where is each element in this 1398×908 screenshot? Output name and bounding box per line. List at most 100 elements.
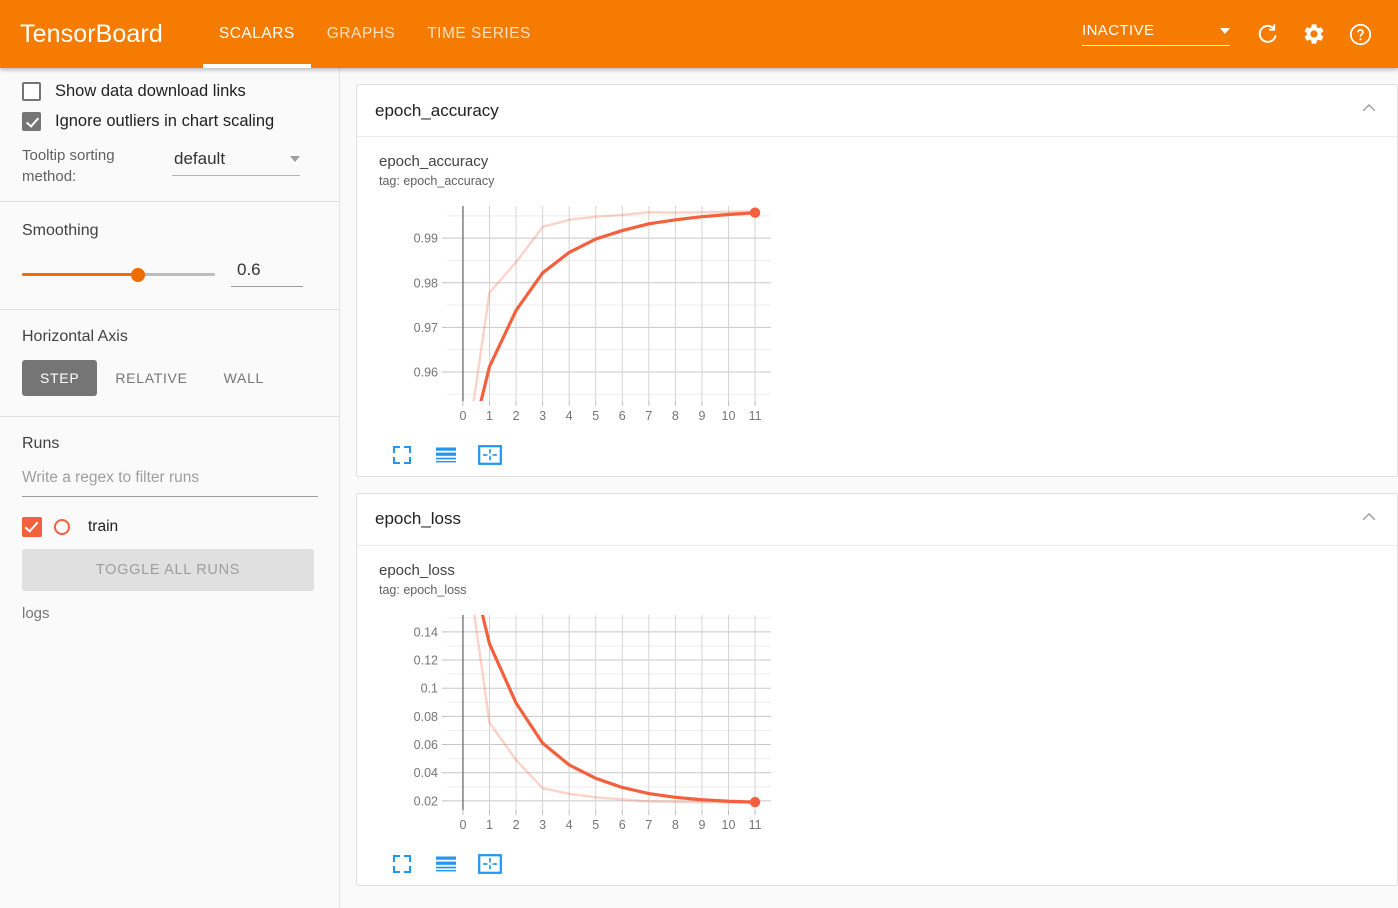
svg-text:0.02: 0.02 [414, 794, 438, 808]
refresh-icon[interactable] [1248, 14, 1288, 54]
svg-text:4: 4 [566, 818, 573, 832]
chevron-down-icon [290, 156, 300, 162]
card-title-epoch-accuracy: epoch_accuracy [375, 100, 499, 120]
expand-chart-icon[interactable] [389, 442, 415, 468]
smoothing-label: Smoothing [22, 222, 99, 239]
svg-text:0.08: 0.08 [414, 709, 438, 723]
card-body-epoch-loss: epoch_loss tag: epoch_loss 0.02 0.04 0.06 0… [357, 546, 1397, 885]
runs-filter-input[interactable] [22, 469, 318, 497]
settings-gear-icon[interactable] [1294, 14, 1334, 54]
tab-scalars[interactable]: SCALARS [202, 0, 311, 68]
axis-option-relative[interactable]: RELATIVE [97, 360, 205, 396]
card-epoch-accuracy: epoch_accuracy epoch_accuracy tag: epoch… [356, 84, 1398, 477]
app-brand: TensorBoard [20, 19, 163, 48]
chevron-up-icon[interactable] [1359, 98, 1379, 123]
svg-text:4: 4 [566, 409, 573, 423]
svg-text:0.04: 0.04 [414, 766, 438, 780]
horizontal-axis-label: Horizontal Axis [22, 328, 128, 345]
slider-fill [22, 272, 138, 276]
reset-zoom-icon[interactable] [477, 442, 503, 468]
chart-tools-epoch-accuracy [379, 442, 1397, 468]
checkbox-checked-icon [22, 112, 41, 131]
settings-sidebar: Show data download links Ignore outliers… [0, 68, 340, 908]
svg-text:11: 11 [749, 409, 762, 423]
chart-tag-epoch-loss: tag: epoch_loss [379, 582, 467, 597]
svg-text:9: 9 [698, 409, 705, 423]
display-options-section: Show data download links Ignore outliers… [0, 68, 339, 201]
axis-option-step[interactable]: STEP [22, 360, 98, 396]
svg-text:10: 10 [722, 409, 736, 423]
svg-text:8: 8 [672, 818, 679, 832]
header-actions: INACTIVE [1082, 14, 1398, 54]
run-status-value: INACTIVE [1082, 22, 1155, 39]
svg-text:0.96: 0.96 [414, 365, 438, 379]
run-item-train[interactable]: train [22, 517, 317, 537]
card-title-epoch-loss: epoch_loss [375, 509, 462, 529]
data-table-icon[interactable] [433, 442, 459, 468]
run-name-label: train [88, 518, 119, 535]
data-table-icon[interactable] [433, 851, 459, 877]
run-status-dropdown[interactable]: INACTIVE [1082, 22, 1230, 46]
svg-text:0.14: 0.14 [414, 625, 438, 639]
chart-title-epoch-loss: epoch_loss [379, 561, 455, 579]
smoothing-slider[interactable] [22, 264, 215, 284]
chart-plot-epoch-loss[interactable]: 0.02 0.04 0.06 0.08 0.1 0.12 0.14 0 1 2 3 4 5 6 7 8 9 10 1… [379, 605, 1397, 845]
axis-option-wall[interactable]: WALL [206, 360, 282, 396]
chart-tag-epoch-accuracy: tag: epoch_accuracy [379, 173, 495, 188]
tooltip-sorting-dropdown[interactable]: default [172, 149, 300, 176]
svg-text:10: 10 [722, 818, 736, 832]
tab-time-series[interactable]: TIME SERIES [411, 0, 547, 68]
card-header-epoch-accuracy[interactable]: epoch_accuracy [357, 85, 1397, 137]
axis-option-step-label: STEP [40, 370, 80, 386]
svg-text:5: 5 [592, 409, 599, 423]
svg-text:0.12: 0.12 [414, 653, 438, 667]
svg-text:3: 3 [539, 409, 546, 423]
chevron-down-icon [1220, 27, 1230, 34]
svg-text:2: 2 [513, 818, 520, 832]
svg-text:0: 0 [459, 409, 466, 423]
svg-text:7: 7 [645, 818, 652, 832]
svg-text:11: 11 [749, 818, 762, 832]
show-download-links-checkbox[interactable]: Show data download links [22, 82, 317, 101]
chart-tools-epoch-loss [379, 851, 1397, 877]
toggle-all-runs-button[interactable]: TOGGLE ALL RUNS [22, 549, 314, 591]
svg-text:9: 9 [698, 818, 705, 832]
axis-option-wall-label: WALL [223, 370, 265, 386]
divider [0, 416, 339, 417]
chart-plot-epoch-accuracy[interactable]: 0.96 0.97 0.98 0.99 0 1 2 3 4 5 6 7 8 9 10 11 [379, 196, 1397, 436]
divider [0, 309, 339, 310]
horizontal-axis-options: STEP RELATIVE WALL [22, 360, 317, 396]
run-checkbox-checked-icon[interactable] [22, 517, 42, 537]
card-header-epoch-loss[interactable]: epoch_loss [357, 494, 1397, 546]
tab-graphs-label: GRAPHS [326, 25, 396, 42]
card-body-epoch-accuracy: epoch_accuracy tag: epoch_accuracy 0.96 0… [357, 137, 1397, 476]
help-circle-icon[interactable] [1340, 14, 1380, 54]
checkbox-unchecked-icon [22, 82, 41, 101]
ignore-outliers-checkbox[interactable]: Ignore outliers in chart scaling [22, 112, 317, 131]
svg-text:1: 1 [486, 409, 493, 423]
tooltip-sorting-label: Tooltip sorting method: [22, 147, 115, 185]
smoothing-row: 0.6 [22, 260, 317, 287]
run-color-swatch-icon [54, 519, 70, 535]
ignore-outliers-label: Ignore outliers in chart scaling [55, 112, 275, 130]
page-body: Show data download links Ignore outliers… [0, 68, 1398, 908]
svg-text:8: 8 [672, 409, 679, 423]
smoothing-section: Smoothing 0.6 [0, 202, 339, 309]
charts-main-panel: epoch_accuracy epoch_accuracy tag: epoch… [340, 68, 1398, 908]
svg-text:1: 1 [486, 818, 493, 832]
chevron-up-icon[interactable] [1359, 507, 1379, 532]
svg-text:0: 0 [459, 818, 466, 832]
smoothing-value-input[interactable]: 0.6 [231, 260, 303, 287]
slider-knob[interactable] [130, 267, 145, 282]
tab-graphs[interactable]: GRAPHS [311, 0, 411, 68]
card-epoch-loss: epoch_loss epoch_loss tag: epoch_loss 0.… [356, 492, 1398, 886]
svg-text:0.1: 0.1 [421, 681, 438, 695]
svg-text:0.99: 0.99 [414, 231, 438, 245]
reset-zoom-icon[interactable] [477, 851, 503, 877]
tab-time-series-label: TIME SERIES [427, 25, 531, 42]
logdir-label: logs [22, 605, 50, 622]
divider [0, 201, 339, 202]
tooltip-sorting-value: default [174, 149, 226, 168]
svg-text:7: 7 [645, 409, 652, 423]
expand-chart-icon[interactable] [389, 851, 415, 877]
